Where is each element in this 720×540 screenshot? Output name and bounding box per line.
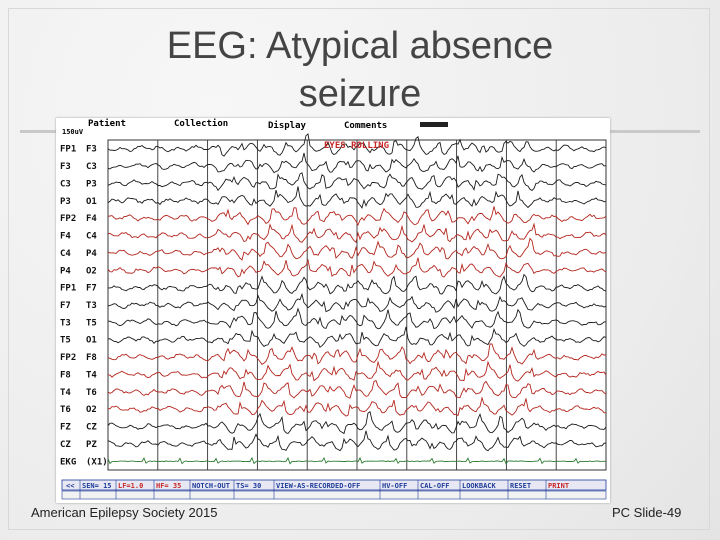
footer-slide-number: PC Slide-49	[612, 505, 682, 520]
channel-trace	[107, 172, 607, 192]
channel-label-a: C3	[60, 179, 71, 189]
channel-label-b: PZ	[86, 440, 97, 450]
channel-label-b: F3	[86, 145, 97, 155]
channel-label-a: FP2	[60, 353, 76, 363]
slide-title: EEG: Atypical absence seizure	[100, 22, 620, 118]
status-item: CAL-OFF	[420, 482, 450, 490]
menu-collection: Collection	[174, 118, 228, 129]
channel-label-a: T5	[60, 336, 71, 346]
channel-label-a: FP2	[60, 214, 76, 224]
menu-indicator	[420, 122, 448, 127]
channel-trace	[107, 206, 607, 227]
channel-label-a: T4	[60, 388, 71, 398]
channel-label-a: EKG	[60, 457, 76, 467]
status-item: RESET	[510, 482, 531, 490]
channel-label-b: T5	[86, 318, 97, 328]
status-item: HV-OFF	[382, 482, 407, 490]
scale-label: 150uV	[62, 128, 84, 136]
channel-trace	[107, 410, 607, 435]
channel-label-a: FP1	[60, 145, 76, 155]
channel-label-a: CZ	[60, 440, 71, 450]
channel-label-a: C4	[60, 249, 71, 259]
channel-label-b: O2	[86, 266, 97, 276]
slide-title-line1: EEG: Atypical absence	[166, 25, 554, 67]
channel-label-b: (X1)	[86, 457, 108, 467]
channel-label-b: O2	[86, 405, 97, 415]
eeg-channel-labels: FP1 F3 F3 C3 C3 P3 P3 O1 FP2 F4 F4 C4 C4 P4 P4 O2 FP1 F7 F…	[60, 145, 108, 468]
channel-label-b: T4	[86, 370, 97, 380]
channel-label-a: T6	[60, 405, 71, 415]
channel-label-a: T3	[60, 318, 71, 328]
status-item: SEN= 15	[82, 482, 112, 490]
channel-trace	[107, 380, 607, 399]
channel-label-a: P3	[60, 197, 71, 207]
status-item: LF=1.0	[118, 482, 143, 490]
status-item: NOTCH-OUT	[192, 482, 230, 490]
channel-trace	[107, 430, 607, 452]
channel-trace	[108, 307, 606, 330]
channel-label-a: F7	[60, 301, 71, 311]
channel-label-b: P4	[86, 249, 97, 259]
menu-patient: Patient	[88, 118, 126, 129]
status-item: PRINT	[548, 482, 569, 490]
channel-trace	[107, 456, 607, 465]
status-item: VIEW-AS-RECORDED-OFF	[276, 482, 360, 490]
channel-label-b: F4	[86, 214, 97, 224]
channel-trace	[107, 396, 607, 417]
eeg-annotation: EYES ROLLING	[324, 141, 389, 151]
channel-label-b: P3	[86, 179, 97, 189]
eeg-printout: Patient Collection Display Comments 150u…	[56, 118, 610, 503]
status-item: TS= 30	[236, 482, 261, 490]
channel-trace	[107, 360, 607, 382]
channel-trace	[107, 152, 607, 174]
channel-label-b: T6	[86, 388, 97, 398]
status-item: LOOKBACK	[462, 482, 497, 490]
slide-title-line2: seizure	[298, 73, 422, 115]
channel-label-b: F8	[86, 353, 97, 363]
channel-trace	[107, 343, 607, 366]
channel-label-b: O1	[86, 197, 97, 207]
channel-label-b: C4	[86, 232, 97, 242]
eeg-menu-bar: Patient Collection Display Comments 150u…	[62, 118, 448, 136]
channel-trace	[107, 222, 607, 244]
channel-label-a: FZ	[60, 423, 71, 433]
channel-label-b: F7	[86, 284, 97, 294]
channel-trace	[107, 292, 607, 313]
channel-trace	[108, 273, 607, 295]
channel-label-a: P4	[60, 266, 71, 276]
channel-trace	[107, 257, 607, 278]
channel-label-b: T3	[86, 301, 97, 311]
eeg-recording: Patient Collection Display Comments 150u…	[60, 118, 607, 500]
footer-source: American Epilepsy Society 2015	[31, 505, 218, 520]
channel-label-a: FP1	[60, 284, 76, 294]
status-bar-bg-2	[61, 490, 607, 500]
slide-border	[8, 8, 710, 530]
eeg-traces	[107, 133, 607, 465]
channel-label-b: O1	[86, 336, 97, 346]
channel-label-b: C3	[86, 162, 97, 172]
channel-trace	[107, 133, 607, 157]
status-item: <<	[66, 482, 74, 490]
status-bar-bg	[61, 479, 607, 491]
status-item: HF= 35	[156, 482, 181, 490]
menu-display: Display	[268, 120, 307, 131]
channel-trace	[107, 186, 607, 209]
channel-label-a: F3	[60, 162, 71, 172]
menu-comments: Comments	[344, 121, 387, 131]
channel-trace	[107, 237, 607, 261]
eeg-status-bar: << SEN= 15 LF=1.0 HF= 35 NOTCH-OUT TS= 30 VIEW…	[61, 479, 607, 500]
channel-label-a: F4	[60, 232, 71, 242]
channel-label-a: F8	[60, 370, 71, 380]
channel-label-b: CZ	[86, 423, 97, 433]
channel-trace	[107, 326, 607, 348]
